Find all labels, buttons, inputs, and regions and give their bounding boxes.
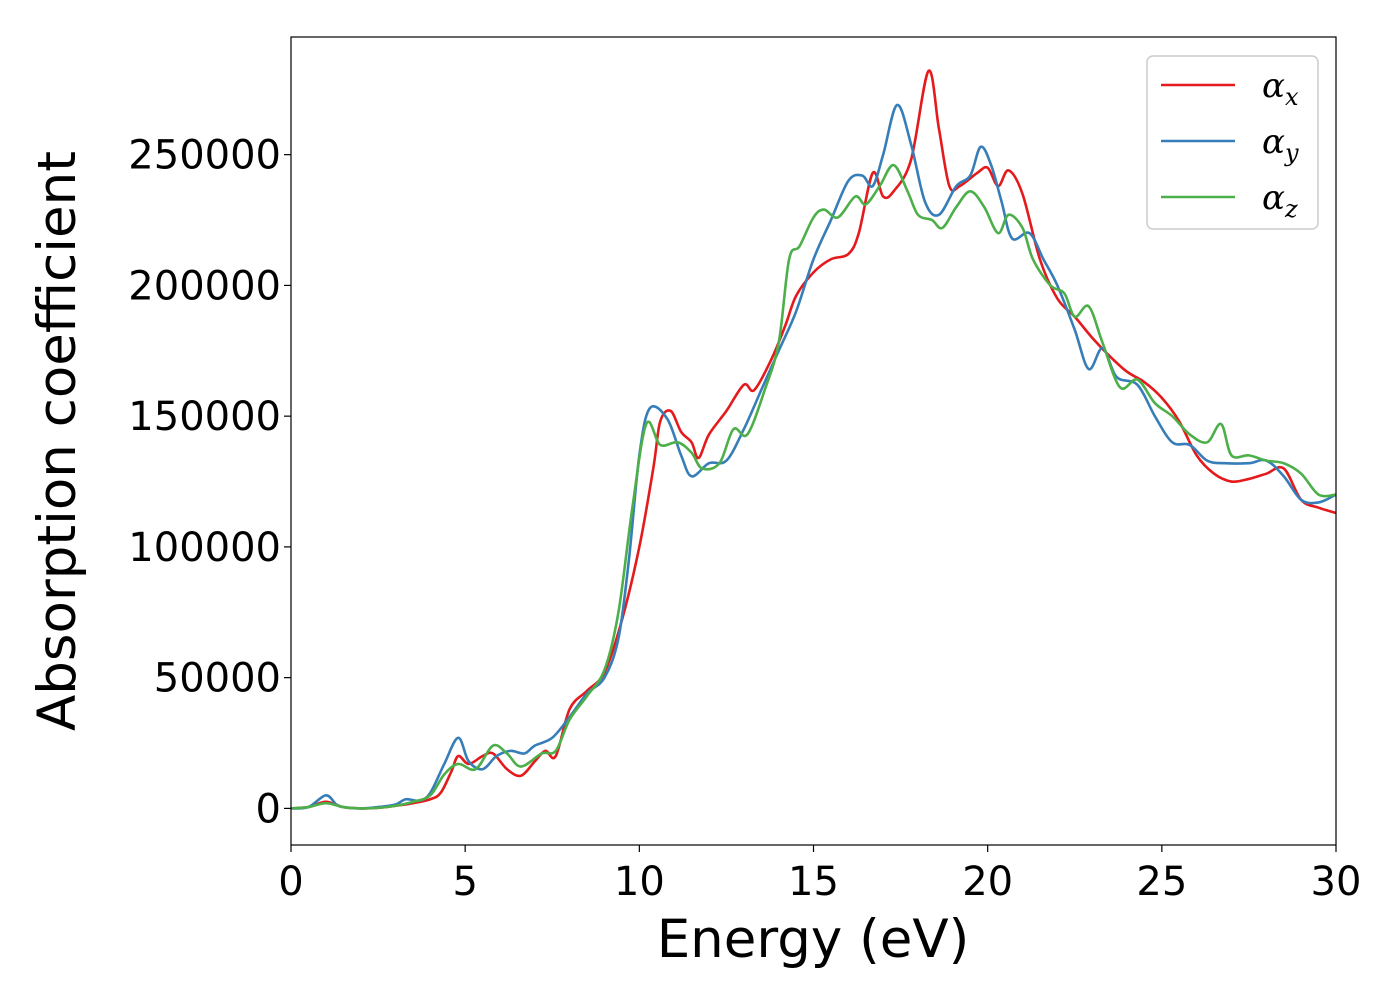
y-axis-label: Absorption coefficient (27, 151, 88, 731)
series-line-alpha-z (290, 163, 1337, 810)
x-axis: 0 5 10 15 20 25 30 (278, 845, 1361, 905)
x-tick-label: 30 (1311, 859, 1362, 905)
y-tick-label: 200000 (128, 263, 281, 309)
legend: αx αy αz (1146, 55, 1319, 230)
x-tick-label: 15 (788, 859, 839, 905)
series-line-alpha-x (290, 69, 1337, 810)
y-tick-label: 0 (256, 786, 281, 832)
x-tick-label: 0 (278, 859, 303, 905)
y-tick-label: 100000 (128, 525, 281, 571)
x-axis-label: Energy (eV) (657, 909, 970, 970)
legend-label-alpha-z: αz (1262, 178, 1298, 223)
y-tick-label: 50000 (154, 656, 281, 702)
y-axis: 0 50000 100000 150000 200000 250000 (128, 133, 291, 832)
x-tick-label: 25 (1136, 859, 1187, 905)
x-tick-label: 10 (614, 859, 665, 905)
series-layer (290, 69, 1337, 810)
x-tick-label: 5 (452, 859, 477, 905)
y-tick-label: 150000 (128, 394, 281, 440)
series-line-alpha-y (290, 103, 1337, 810)
legend-label-alpha-x: αx (1262, 66, 1299, 111)
x-tick-label: 20 (962, 859, 1013, 905)
legend-box (1146, 55, 1319, 230)
y-tick-label: 250000 (128, 133, 281, 179)
legend-label-alpha-y: αy (1262, 122, 1299, 167)
